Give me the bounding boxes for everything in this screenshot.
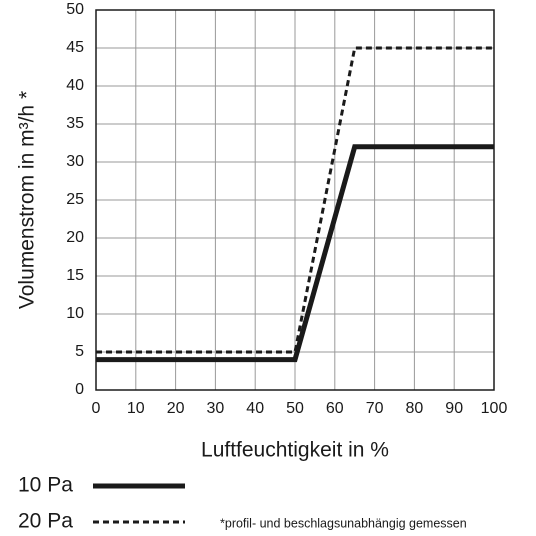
plot-frame [95,9,495,391]
x-tick-label: 30 [207,400,225,417]
legend-label: 20 Pa [18,510,73,533]
y-tick-label: 50 [66,1,84,18]
y-tick-label: 30 [66,153,84,170]
series-line [96,144,494,363]
x-tick-label: 100 [481,400,508,417]
x-tick-label: 0 [92,400,101,417]
y-tick-label: 45 [66,39,84,56]
x-tick-label: 80 [406,400,424,417]
y-tick-label: 0 [75,381,84,398]
y-tick-label: 10 [66,305,84,322]
series-line [96,46,494,354]
y-tick-label: 25 [66,191,84,208]
y-tick-label: 35 [66,115,84,132]
y-tick-label: 15 [66,267,84,284]
x-tick-label: 50 [286,400,304,417]
y-axis-label: Volumenstrom in m³/h * [16,91,39,309]
x-tick-label: 10 [127,400,145,417]
annotation: *profil- und beschlagsunabhängig gemesse… [220,516,467,530]
x-tick-label: 90 [445,400,463,417]
y-tick-label: 20 [66,229,84,246]
x-tick-label: 60 [326,400,344,417]
y-tick-label: 5 [75,343,84,360]
x-axis-label: Luftfeuchtigkeit in % [201,439,389,462]
x-tick-label: 40 [246,400,264,417]
legend-label: 10 Pa [18,474,73,497]
x-tick-label: 70 [366,400,384,417]
y-tick-label: 40 [66,77,84,94]
x-tick-label: 20 [167,400,185,417]
